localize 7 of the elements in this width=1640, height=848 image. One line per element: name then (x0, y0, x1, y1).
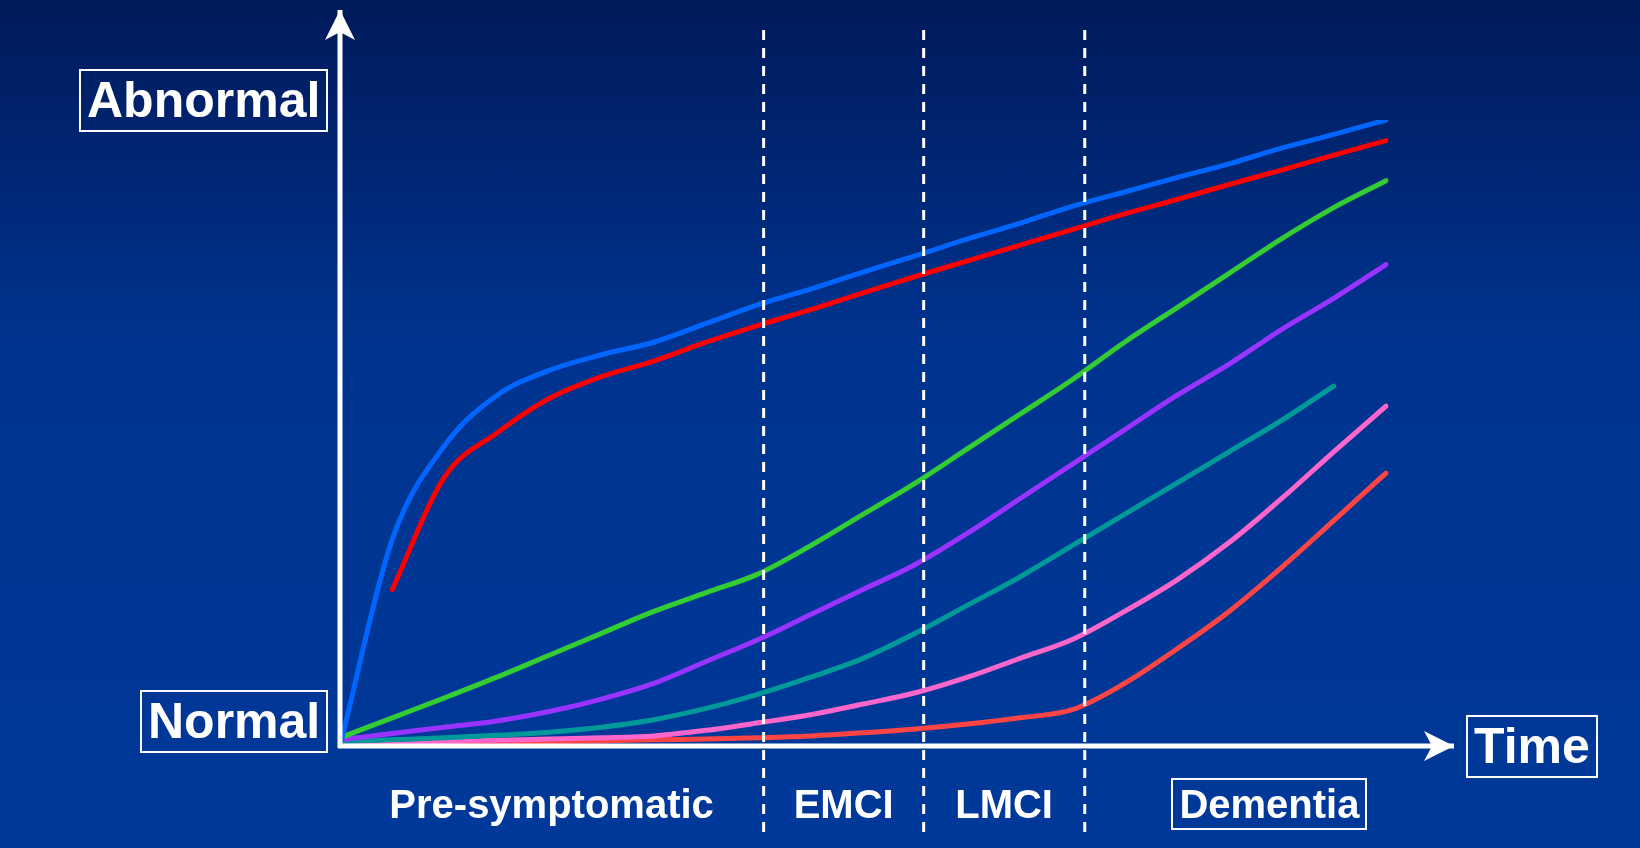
text: Abnormal (79, 68, 329, 132)
text: Pre-symptomatic (388, 781, 715, 828)
text: LMCI (954, 781, 1054, 828)
text: Dementia (1171, 778, 1368, 830)
x-axis-title: Time (1466, 714, 1598, 778)
text: Normal (140, 689, 329, 753)
text: EMCI (792, 781, 895, 828)
